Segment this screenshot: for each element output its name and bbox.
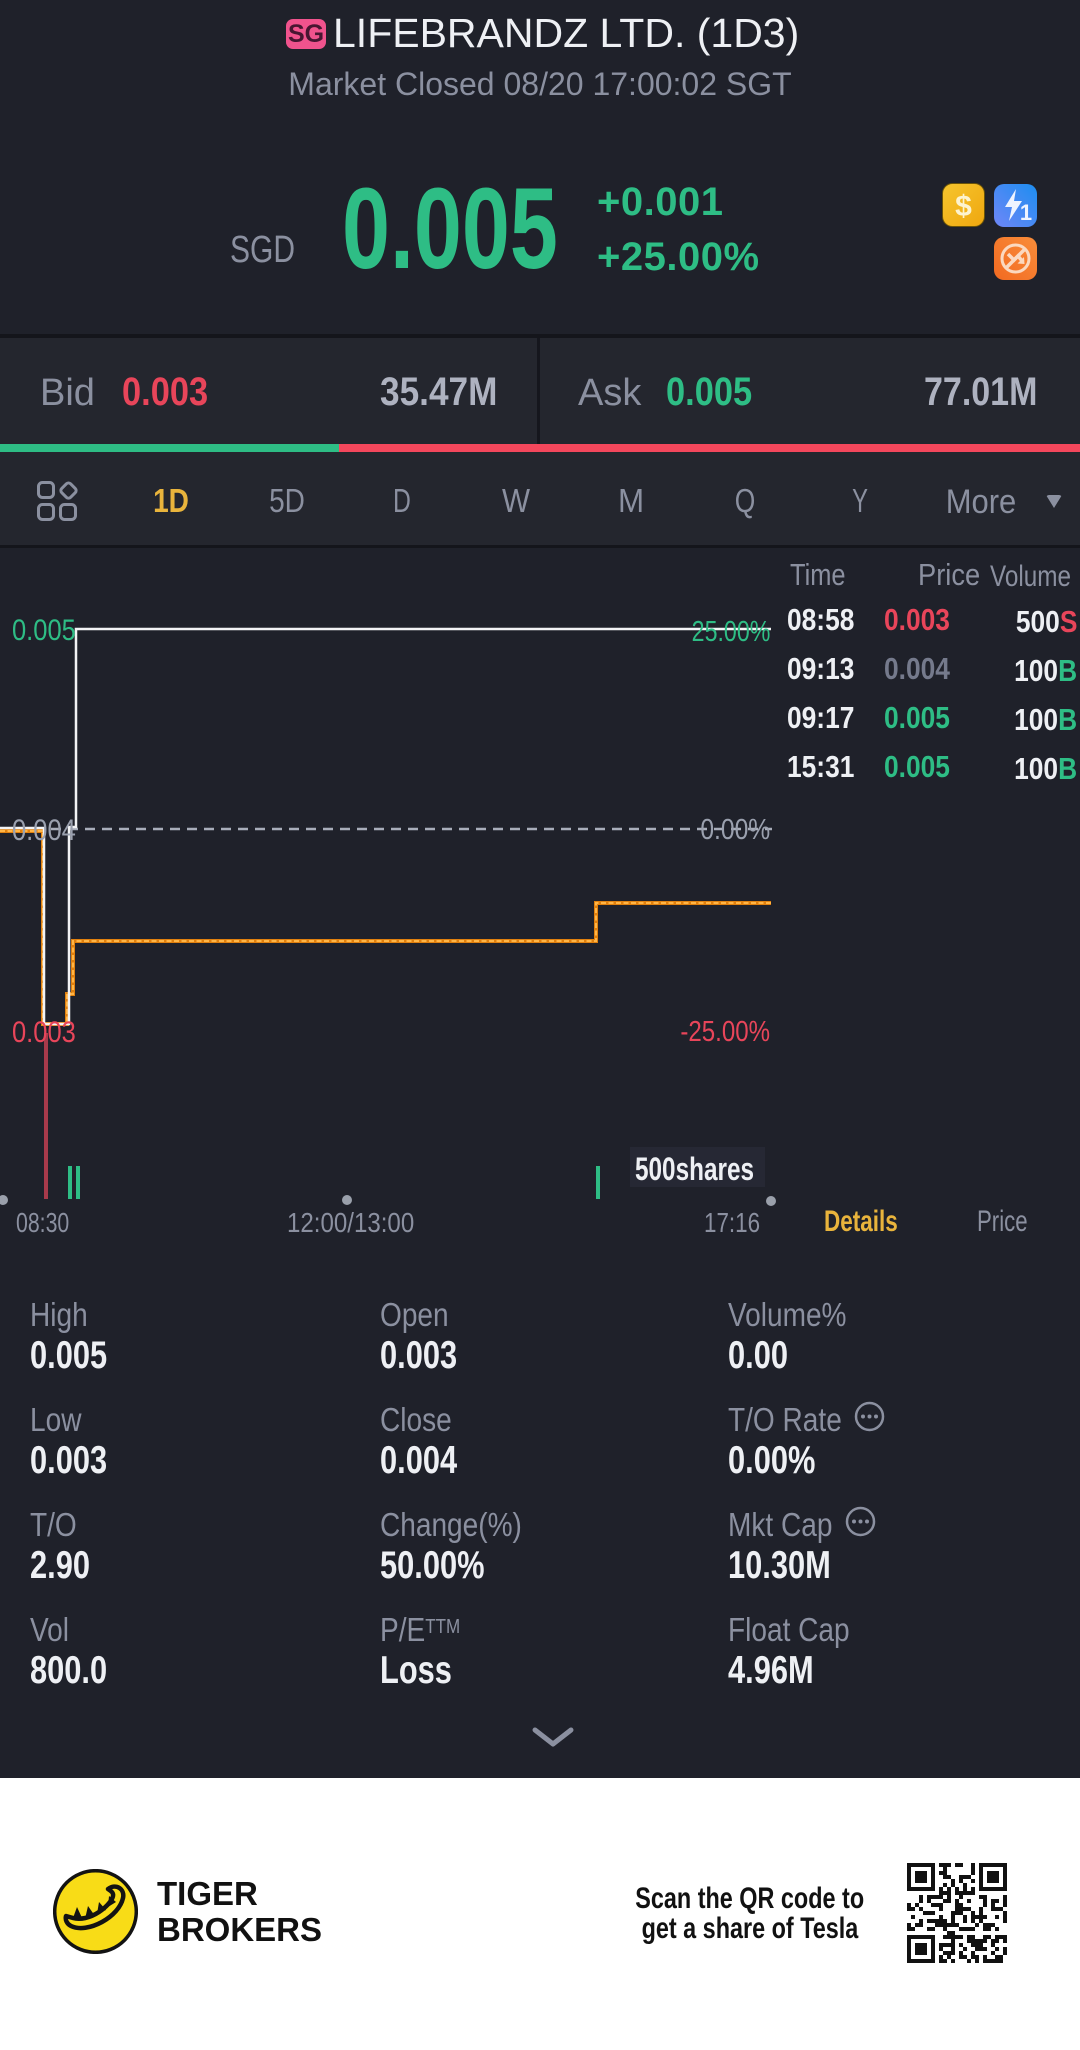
- svg-text:1: 1: [1020, 200, 1032, 225]
- svg-text:$: $: [955, 190, 972, 223]
